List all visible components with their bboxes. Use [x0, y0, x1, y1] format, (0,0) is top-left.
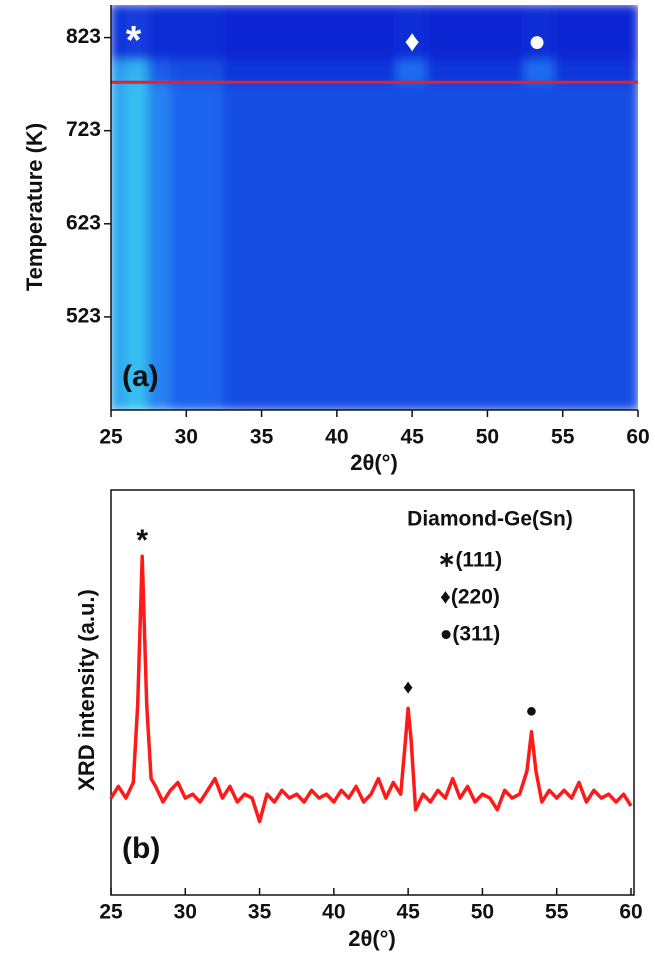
- y-tick-label: 823: [66, 25, 101, 48]
- heatmap-cell: [111, 81, 128, 410]
- peak-marker: ♦: [403, 677, 413, 699]
- heatmap-cell: [554, 58, 638, 84]
- heatmap-cell: [396, 81, 429, 410]
- heatmap: [111, 5, 638, 410]
- x-tick-label: 40: [322, 901, 345, 924]
- heatmap-cells: [111, 5, 638, 410]
- heatmap-cell: [125, 81, 150, 410]
- y-tick-label: 523: [66, 304, 101, 327]
- plot-frame: [110, 489, 635, 896]
- legend-entry: ∗(111): [438, 549, 502, 572]
- heatmap-cell: [147, 5, 173, 60]
- x-tick-label: 25: [99, 426, 123, 449]
- heatmap-cell: [426, 58, 527, 84]
- x-tick-label: 55: [545, 901, 569, 924]
- x-tick-label: 55: [551, 426, 575, 449]
- heatmap-cell: [111, 58, 128, 84]
- y-axis-title: XRD intensity (a.u.): [74, 589, 99, 791]
- y-tick-label: 623: [66, 211, 101, 234]
- x-axis-title: 2θ(°): [350, 450, 398, 475]
- heatmap-cell: [396, 58, 429, 84]
- y-tick-label: 723: [66, 118, 101, 141]
- x-tick-label: 40: [325, 426, 348, 449]
- heatmap-cell: [524, 5, 557, 60]
- heatmap-cell: [147, 58, 173, 84]
- y-axis-title: Temperature (K): [22, 123, 47, 291]
- x-tick-label: 45: [400, 426, 424, 449]
- legend-entry: ♦(220): [440, 586, 500, 609]
- peak-marker: *: [126, 19, 142, 63]
- heatmap-cell: [554, 81, 638, 410]
- x-tick-label: 60: [626, 426, 649, 449]
- x-tick-label: 35: [250, 426, 274, 449]
- heatmap-cell: [222, 58, 399, 84]
- heatmap-cell: [170, 81, 225, 410]
- heatmap-cell: [111, 5, 128, 60]
- panel-label: (a): [122, 360, 159, 393]
- heatmap-cell: [524, 81, 557, 410]
- peak-marker: *: [136, 524, 148, 557]
- x-tick-label: 50: [476, 426, 499, 449]
- heatmap-cell: [426, 81, 527, 410]
- heatmap-cell: [396, 5, 429, 60]
- x-tick-label: 60: [619, 901, 642, 924]
- heatmap-cell: [125, 58, 150, 84]
- peak-marker: ♦: [404, 25, 419, 58]
- x-axis-title: 2θ(°): [348, 926, 396, 951]
- heatmap-cell: [125, 5, 150, 60]
- peak-marker: ●: [528, 25, 546, 58]
- x-tick-label: 30: [174, 901, 197, 924]
- x-tick-label: 30: [175, 426, 198, 449]
- heatmap-cell: [222, 5, 399, 60]
- x-tick-label: 35: [248, 901, 272, 924]
- legend-title: Diamond-Ge(Sn): [407, 508, 573, 531]
- heatmap-cell: [524, 58, 557, 84]
- panel-label: (b): [122, 832, 160, 865]
- x-tick-label: 25: [99, 901, 123, 924]
- x-tick-label: 50: [471, 901, 494, 924]
- heatmap-cell: [426, 5, 527, 60]
- peak-marker: ●: [525, 700, 537, 722]
- heatmap-cell: [554, 5, 638, 60]
- heatmap-cell: [170, 5, 225, 60]
- data-line: [109, 554, 633, 824]
- heatmap-cell: [222, 81, 399, 410]
- x-tick-label: 45: [396, 901, 420, 924]
- heatmap-cell: [147, 81, 173, 410]
- legend-entry: ●(311): [440, 623, 501, 646]
- heatmap-cell: [170, 58, 225, 84]
